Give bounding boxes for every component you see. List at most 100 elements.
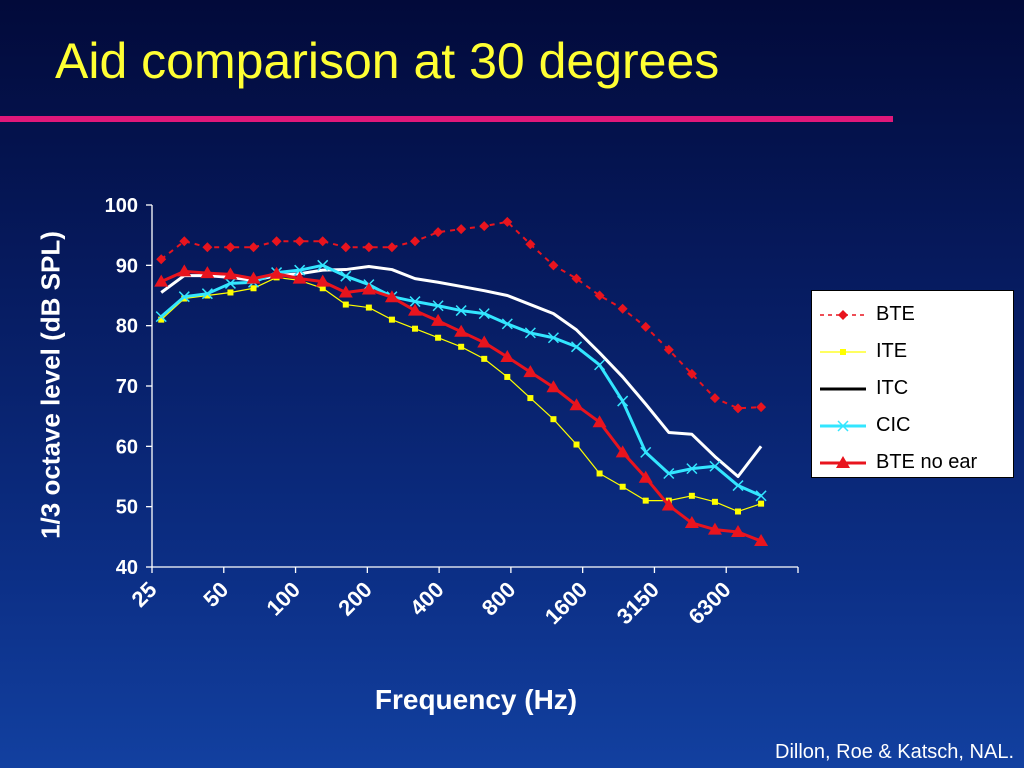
y-axis-title: 1/3 octave level (dB SPL) (35, 231, 66, 539)
point-ite (204, 292, 211, 299)
point-bte-no-ear (269, 266, 284, 279)
y-tick-label: 70 (116, 376, 138, 398)
point-bte (317, 236, 328, 247)
point-ite (227, 289, 234, 296)
legend-label: ITE (876, 340, 908, 362)
point-cic (432, 300, 444, 312)
point-ite (711, 498, 718, 505)
legend-label: BTE no ear (876, 451, 978, 473)
y-tick-label: 100 (105, 195, 138, 217)
series-bte (156, 216, 767, 414)
point-cic (478, 308, 490, 320)
y-tick-label: 90 (116, 255, 138, 277)
point-ite (319, 285, 326, 292)
point-bte-no-ear (431, 313, 446, 326)
point-ite (412, 325, 419, 332)
series-line-cic (160, 263, 762, 498)
y-tick-label: 80 (116, 316, 138, 338)
point-bte (594, 290, 605, 301)
point-bte-no-ear (569, 398, 584, 411)
point-bte (663, 344, 674, 355)
legend-swatch-bte-no-ear (820, 455, 866, 468)
legend-item-ite: ITE (812, 333, 1013, 370)
x-tick-labels: 25 50 100 200 400 800 1600 3150 6300 (127, 577, 736, 629)
series-cic (155, 259, 767, 502)
legend-marker (838, 309, 848, 320)
point-bte (248, 242, 259, 253)
legend-swatch-ite (820, 348, 866, 355)
y-tick-label: 40 (116, 557, 138, 579)
point-ite (642, 497, 649, 504)
point-ite (550, 416, 557, 423)
point-cic (594, 359, 606, 371)
point-bte (479, 221, 490, 232)
point-bte (433, 227, 444, 238)
x-tick-label: 50 (198, 577, 233, 612)
point-ite (688, 492, 695, 499)
point-bte-no-ear (615, 445, 630, 458)
point-bte-no-ear (592, 415, 607, 428)
point-bte (502, 216, 513, 227)
point-cic (340, 270, 352, 282)
point-bte-no-ear (408, 303, 423, 316)
title-rule (0, 116, 893, 122)
point-bte-no-ear (638, 470, 653, 483)
point-bte (548, 260, 559, 271)
point-bte-no-ear (361, 282, 376, 295)
series-itc (160, 265, 763, 478)
x-tick-label: 25 (127, 577, 162, 612)
point-bte-no-ear (684, 515, 699, 528)
point-bte (410, 236, 421, 247)
point-bte (571, 273, 582, 284)
legend-item-itc: ITC (812, 370, 1013, 407)
x-tick-label: 800 (477, 577, 521, 621)
point-ite (342, 301, 349, 308)
legend-swatch-bte (820, 309, 866, 320)
point-bte-no-ear (223, 267, 238, 280)
x-tick-label: 100 (261, 577, 305, 621)
point-bte-no-ear (246, 271, 261, 284)
point-bte-no-ear (292, 271, 307, 284)
point-ite (458, 343, 465, 350)
point-cic (201, 288, 213, 300)
y-tick-labels: 40 50 60 70 80 90 100 (105, 195, 138, 579)
point-cic (455, 305, 467, 317)
point-cic (178, 291, 190, 303)
legend-marker (837, 419, 849, 432)
point-ite (619, 483, 626, 490)
point-cic (547, 332, 559, 344)
point-bte-no-ear (384, 290, 399, 303)
point-bte (202, 242, 213, 253)
point-bte-no-ear (154, 274, 169, 287)
point-bte-no-ear (177, 264, 192, 277)
credit-text: Dillon, Roe & Katsch, NAL. (775, 741, 1014, 763)
point-bte-no-ear (200, 266, 215, 279)
y-tick-label: 50 (116, 497, 138, 519)
point-ite (573, 441, 580, 448)
point-cic (317, 259, 329, 271)
point-ite (527, 395, 534, 402)
series-layer (154, 216, 769, 547)
point-cic (155, 311, 167, 323)
point-ite (388, 316, 395, 323)
chart-legend: BTE ITE ITC CIC BTE no ear (811, 290, 1014, 478)
point-ite (504, 373, 511, 380)
point-ite (365, 304, 372, 311)
x-tick-label: 200 (333, 577, 377, 621)
point-ite (250, 285, 257, 292)
point-bte (294, 236, 305, 247)
point-bte-no-ear (731, 525, 746, 538)
point-ite (735, 508, 742, 515)
x-tick-label: 1600 (540, 577, 592, 629)
point-cic (501, 318, 513, 330)
point-bte-no-ear (454, 324, 469, 337)
x-tick-label: 3150 (612, 577, 664, 629)
point-bte (363, 242, 374, 253)
point-cic (686, 463, 698, 475)
legend-label: ITC (876, 377, 909, 399)
legend-marker (836, 455, 850, 468)
point-bte-no-ear (500, 350, 515, 363)
point-bte-no-ear (477, 335, 492, 348)
point-cic (709, 460, 721, 472)
